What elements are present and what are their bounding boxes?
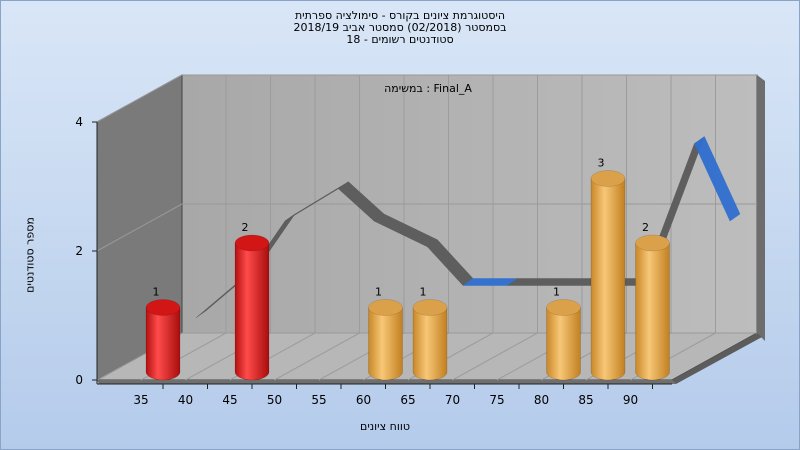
- bar-body: [412, 307, 448, 381]
- annotation-text: במשימה : Final_A: [384, 82, 472, 95]
- bar-60: 1: [368, 286, 403, 381]
- side-gridline: [96, 203, 183, 252]
- bar-top: [635, 234, 670, 252]
- bar-value-label: 1: [153, 286, 160, 299]
- bar-90: 2: [635, 221, 670, 381]
- x-tick-label: 75: [489, 393, 504, 407]
- bar-value-label: 1: [375, 286, 382, 299]
- bar-body: [590, 178, 626, 381]
- title-line-2: בסמסטר (02/2018) סמסטר אביב 2018/19: [293, 21, 507, 34]
- x-tick-label: 60: [356, 393, 371, 407]
- x-tick-label: 80: [534, 393, 549, 407]
- bar-45: 2: [234, 221, 270, 381]
- bar-value-label: 2: [242, 221, 249, 234]
- x-tick-label: 40: [178, 393, 193, 407]
- bar-value-label: 2: [642, 221, 649, 234]
- x-tick-label: 70: [445, 393, 460, 407]
- bar-top: [412, 299, 448, 316]
- x-tick-label: 35: [133, 393, 148, 407]
- y-tick-label: 2: [75, 244, 83, 258]
- x-tick-label: 55: [311, 393, 326, 407]
- title-line-3: סטודנטים רשומים - 18: [346, 33, 454, 46]
- bar-top: [546, 299, 581, 316]
- x-axis-label: טווח ציונים: [360, 420, 410, 433]
- ribbon-segment: [694, 136, 741, 222]
- bar-65: 1: [412, 286, 448, 381]
- bar-body: [234, 242, 270, 381]
- x-tick-label: 50: [267, 393, 282, 407]
- x-tick-label: 85: [578, 393, 593, 407]
- bar-top: [145, 299, 181, 316]
- bar-top: [590, 170, 626, 187]
- back-wall-edge: [757, 75, 765, 341]
- bar-value-label: 1: [420, 286, 427, 299]
- bar-value-label: 1: [553, 286, 560, 299]
- gridlines: במשימה : Final_A: [96, 74, 757, 381]
- side-gridline: [96, 74, 183, 123]
- y-tick-label: 0: [75, 373, 83, 387]
- y-tick-label: 4: [75, 115, 83, 129]
- y-axis-label: מספר סטודנטים: [23, 217, 37, 293]
- bar-top: [234, 234, 270, 252]
- chart-title: היסטוגרמת ציונים בקורס - סימולציה ספרתית…: [0, 10, 800, 46]
- floor-gridline: [274, 332, 360, 381]
- floor-edge: [97, 380, 676, 384]
- bar-body: [368, 307, 403, 381]
- bar-body: [145, 307, 181, 381]
- bar-top: [368, 299, 403, 316]
- axes: 0 2 4 35 40 45 50 55 60 65 70 75 80 85 90: [75, 115, 672, 407]
- x-tick-label: 65: [400, 393, 415, 407]
- bar-85: 3: [590, 157, 626, 381]
- bar-80: 1: [546, 286, 581, 381]
- x-tick-label: 45: [222, 393, 237, 407]
- title-line-1: היסטוגרמת ציונים בקורס - סימולציה ספרתית: [294, 9, 506, 22]
- bar-35: 1: [145, 286, 181, 381]
- bar-body: [546, 307, 581, 381]
- bar-value-label: 3: [598, 157, 605, 170]
- floor-side-edge: [672, 333, 762, 384]
- x-tick-label: 90: [623, 393, 638, 407]
- bar-body: [635, 242, 670, 381]
- bars: 1 2 1 1 1 3 2: [145, 157, 670, 381]
- floor-gridline: [452, 332, 538, 381]
